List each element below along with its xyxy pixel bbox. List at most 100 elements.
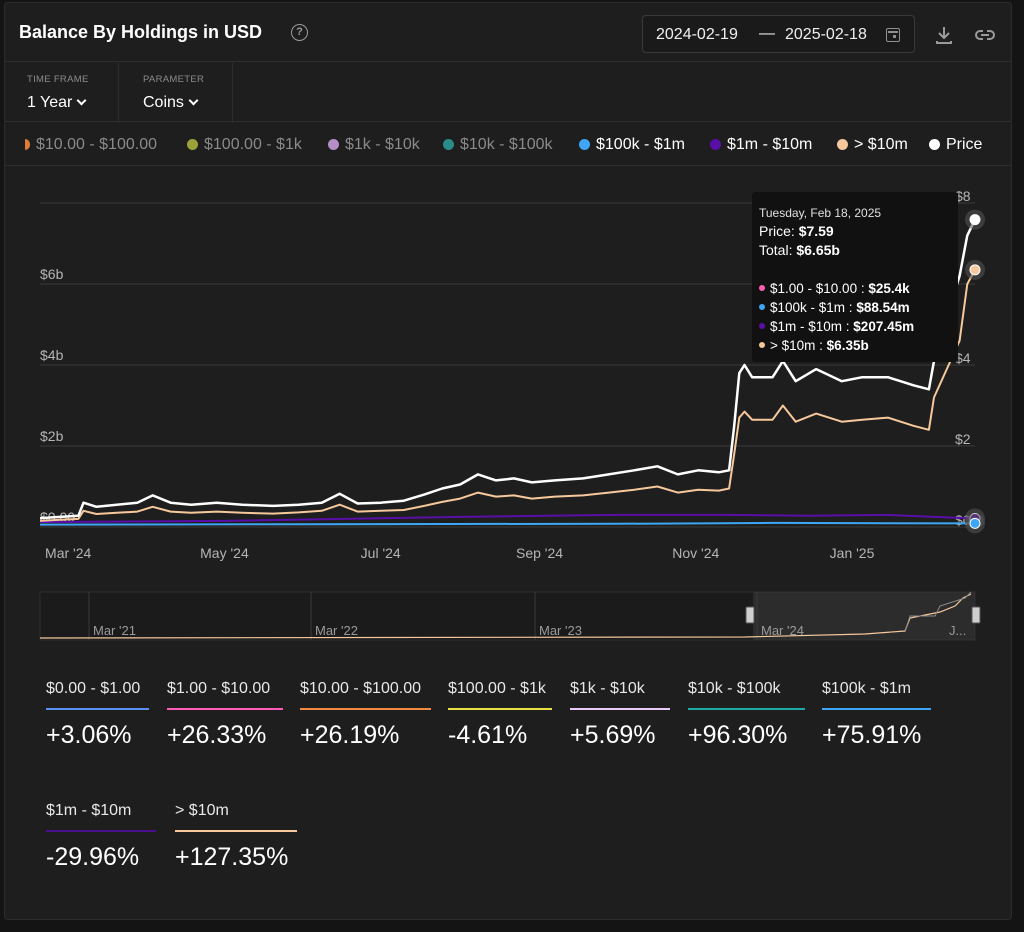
stat-label: $1k - $10k <box>570 680 645 697</box>
stat-change: +3.06% <box>46 721 132 749</box>
navigator-label: J... <box>949 623 966 638</box>
legend-dot-icon <box>328 139 339 150</box>
tooltip-row: > $10m : $6.35b <box>759 338 869 353</box>
navigator-selection <box>753 592 975 640</box>
stat-color-bar <box>448 708 552 710</box>
x-tick-label: May '24 <box>200 545 249 561</box>
stat-item: $10k - $100k +96.30% <box>688 680 805 750</box>
parameter-select[interactable]: Coins <box>143 94 199 112</box>
bullet-icon <box>759 285 765 291</box>
navigator-label: Mar '22 <box>315 623 358 638</box>
legend-label: Price <box>946 136 983 153</box>
stat-label: $1.00 - $10.00 <box>167 680 271 697</box>
stat-color-bar <box>46 830 156 832</box>
hover-marker <box>969 214 981 226</box>
stat-label: $0.00 - $1.00 <box>46 680 141 697</box>
time-frame-select[interactable]: 1 Year <box>27 94 87 112</box>
tooltip-row: $1m - $10m : $207.45m <box>759 319 914 334</box>
bullet-icon <box>759 304 765 310</box>
download-icon[interactable] <box>932 23 956 47</box>
stat-color-bar <box>822 708 931 710</box>
stat-color-bar <box>570 708 670 710</box>
help-icon[interactable]: ? <box>291 24 308 41</box>
y-right-tick-label: $8 <box>955 188 971 204</box>
stat-change: -4.61% <box>448 721 528 749</box>
stat-label: $100.00 - $1k <box>448 680 546 697</box>
navigator-handle <box>971 606 981 624</box>
stat-item: $100.00 - $1k -4.61% <box>448 680 552 750</box>
date-start[interactable]: 2024-02-19 <box>656 26 738 43</box>
legend-item[interactable]: $100k - $1m <box>579 136 685 154</box>
series-line <box>39 219 977 520</box>
tooltip-total: Total: $6.65b <box>759 242 840 258</box>
series-line <box>39 269 976 522</box>
stat-label: $1m - $10m <box>46 802 132 819</box>
stat-label: $10.00 - $100.00 <box>300 680 421 697</box>
parameter-control[interactable]: PARAMETER Coins <box>119 63 233 123</box>
stat-item: $10.00 - $100.00 +26.19% <box>300 680 431 750</box>
navigator-line <box>39 593 972 639</box>
date-range-picker[interactable]: 2024-02-19 — 2025-02-18 <box>642 15 915 53</box>
y-left-tick-label: $4b <box>40 347 64 363</box>
hover-marker <box>969 517 981 529</box>
legend-label: $10.00 - $100.00 <box>36 136 157 153</box>
x-tick-label: Sep '24 <box>516 545 563 561</box>
y-right-tick-label: $4 <box>955 350 971 366</box>
legend-item[interactable]: > $10m <box>837 136 908 154</box>
legend-item[interactable]: $100.00 - $1k <box>187 136 302 154</box>
chart-tooltip: Tuesday, Feb 18, 2025 Price: $7.59 Total… <box>752 192 958 362</box>
chart-card: Balance By Holdings in USD ? 2024-02-19 … <box>4 2 1012 920</box>
stat-color-bar <box>688 708 805 710</box>
time-frame-label: TIME FRAME <box>27 74 89 85</box>
divider <box>5 121 1011 122</box>
y-left-tick-label: $6b <box>40 266 64 282</box>
stat-color-bar <box>175 830 297 832</box>
stat-item: > $10m +127.35% <box>175 802 297 872</box>
link-icon[interactable] <box>973 23 997 47</box>
stat-item: $0.00 - $1.00 +3.06% <box>46 680 149 750</box>
stat-change: +127.35% <box>175 843 289 871</box>
legend-item[interactable]: $10.00 - $100.00 <box>25 136 157 154</box>
stat-label: > $10m <box>175 802 229 819</box>
stat-item: $1m - $10m -29.96% <box>46 802 156 872</box>
x-tick-label: Jul '24 <box>361 545 401 561</box>
navigator-label: Mar '21 <box>93 623 136 638</box>
chevron-down-icon <box>188 95 199 106</box>
legend-item[interactable]: $1k - $10k <box>328 136 420 154</box>
tooltip-price: Price: $7.59 <box>759 223 834 239</box>
legend-label: $100k - $1m <box>596 136 685 153</box>
legend-item[interactable]: $1m - $10m <box>710 136 812 154</box>
legend-item[interactable]: Price <box>929 136 982 154</box>
legend-item[interactable]: $10k - $100k <box>443 136 553 154</box>
legend-label: $10k - $100k <box>460 136 553 153</box>
stat-color-bar <box>300 708 431 710</box>
legend-dot-icon <box>25 139 30 150</box>
stat-change: +26.19% <box>300 721 400 749</box>
navigator-label: Mar '24 <box>761 623 804 638</box>
date-end[interactable]: 2025-02-18 <box>785 26 867 43</box>
stat-change: -29.96% <box>46 843 140 871</box>
tooltip-date: Tuesday, Feb 18, 2025 <box>759 206 882 220</box>
legend-label: > $10m <box>854 136 908 153</box>
navigator-handle <box>745 606 755 624</box>
calendar-icon[interactable] <box>886 28 900 42</box>
stat-change: +75.91% <box>822 721 922 749</box>
legend-label: $1m - $10m <box>727 136 813 153</box>
tooltip-row: $100k - $1m : $88.54m <box>759 300 910 315</box>
legend-dot-icon <box>579 139 590 150</box>
divider <box>5 165 1011 166</box>
stat-item: $1k - $10k +5.69% <box>570 680 670 750</box>
stat-change: +96.30% <box>688 721 788 749</box>
stat-change: +5.69% <box>570 721 656 749</box>
stat-label: $100k - $1m <box>822 680 911 697</box>
time-frame-control[interactable]: TIME FRAME 1 Year <box>5 63 119 123</box>
chevron-down-icon <box>76 95 87 106</box>
legend-dot-icon <box>929 139 940 150</box>
stat-color-bar <box>167 708 283 710</box>
bullet-icon <box>759 342 765 348</box>
stat-label: $10k - $100k <box>688 680 781 697</box>
legend-label: $100.00 - $1k <box>204 136 302 153</box>
tooltip-row: $1.00 - $10.00 : $25.4k <box>759 281 910 296</box>
y-right-tick-label: $2 <box>955 431 971 447</box>
